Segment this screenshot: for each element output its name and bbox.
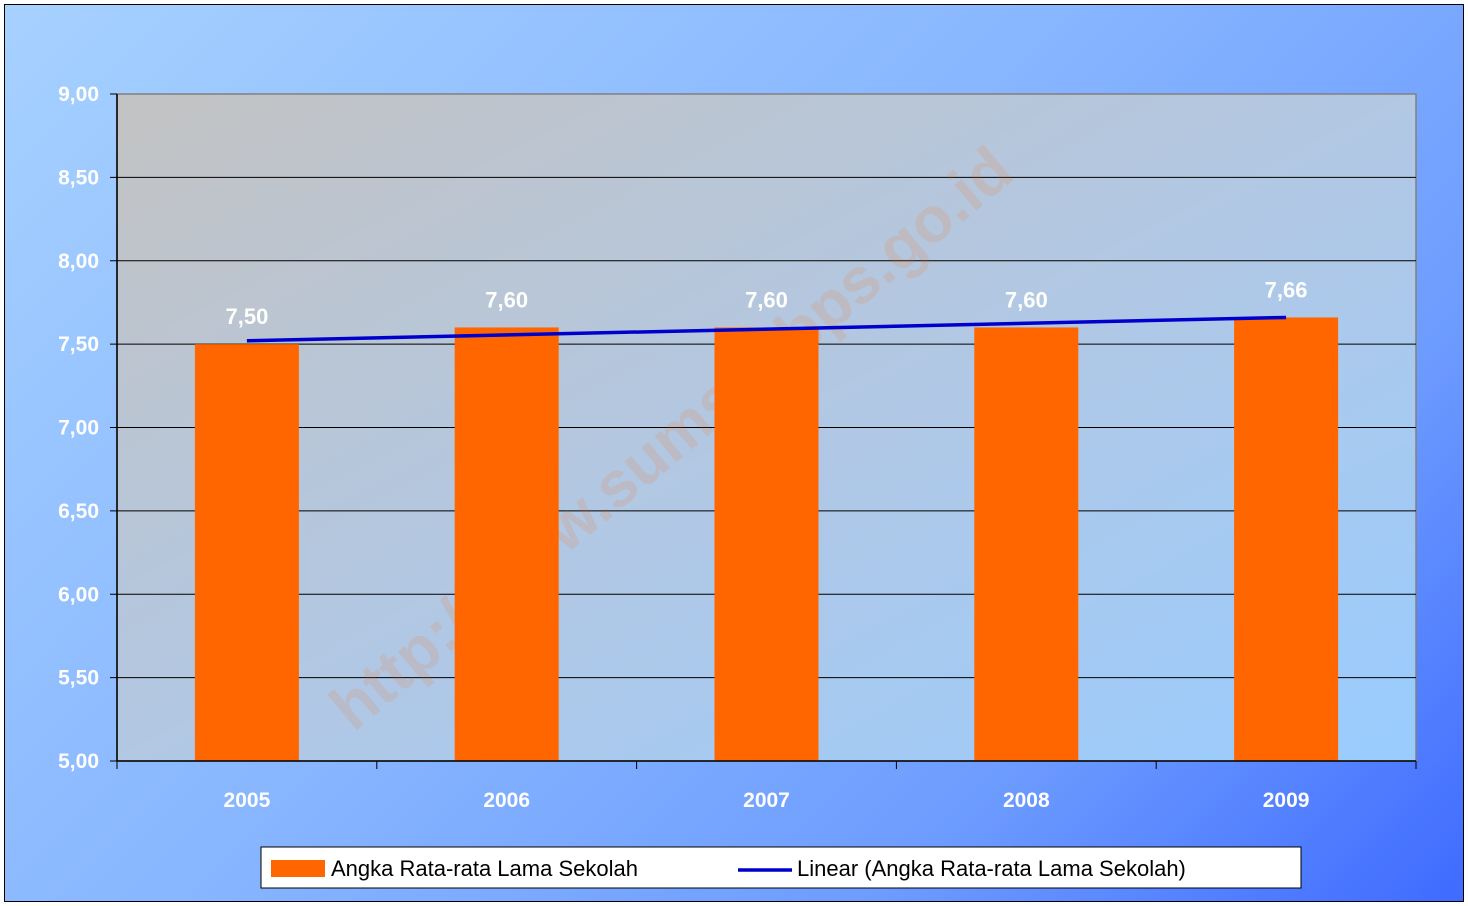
trendline [246, 315, 1287, 343]
y-tick-label: 6,00 [58, 583, 99, 606]
y-tick-label: 6,50 [58, 500, 99, 523]
bar [714, 327, 819, 761]
chart-frame: http://www.sumsel.bps.go.id 5,00 5,50 6,00… [4, 4, 1464, 902]
data-label: 7,50 [225, 304, 268, 329]
y-tick-label: 7,50 [58, 333, 99, 356]
legend-label-trendline: Linear (Angka Rata-rata Lama Sekolah) [797, 856, 1186, 881]
data-label: 7,60 [745, 287, 788, 312]
bar-chart: http://www.sumsel.bps.go.id 5,005,506,00… [58, 83, 1417, 889]
legend-box [260, 846, 1302, 889]
data-label: 7,60 [1005, 287, 1048, 312]
y-tick-label: 5,50 [58, 667, 99, 690]
labels: 5,00 5,50 6,00 6,50 7,00 7,50 8,00 8,50 9,00 2005… [58, 83, 1309, 812]
x-tick-label: 2009 [1263, 789, 1310, 812]
x-tick-label: 2006 [483, 789, 530, 812]
y-tick-label: 9,00 [58, 83, 99, 106]
bar [974, 327, 1079, 761]
y-tick-label: 5,00 [58, 750, 99, 773]
bars [194, 317, 1339, 761]
legend: Angka Rata-rata Lama Sekolah Linear (Ang… [260, 846, 1302, 889]
y-tick-label: 7,00 [58, 417, 99, 440]
x-tick-label: 2008 [1003, 789, 1050, 812]
data-label: 7,60 [485, 287, 528, 312]
bar [454, 327, 559, 761]
x-tick-label: 2005 [224, 789, 271, 812]
bar [1234, 317, 1339, 761]
axes [110, 93, 1417, 769]
x-tick-label: 2007 [743, 789, 790, 812]
bar [194, 344, 299, 761]
legend-label-series: Angka Rata-rata Lama Sekolah [331, 856, 638, 881]
trendline-line [246, 315, 1287, 343]
y-tick-label: 8,00 [58, 250, 99, 273]
y-tick-label: 8,50 [58, 166, 99, 189]
legend-swatch-bar [271, 860, 325, 877]
data-label: 7,66 [1265, 277, 1308, 302]
